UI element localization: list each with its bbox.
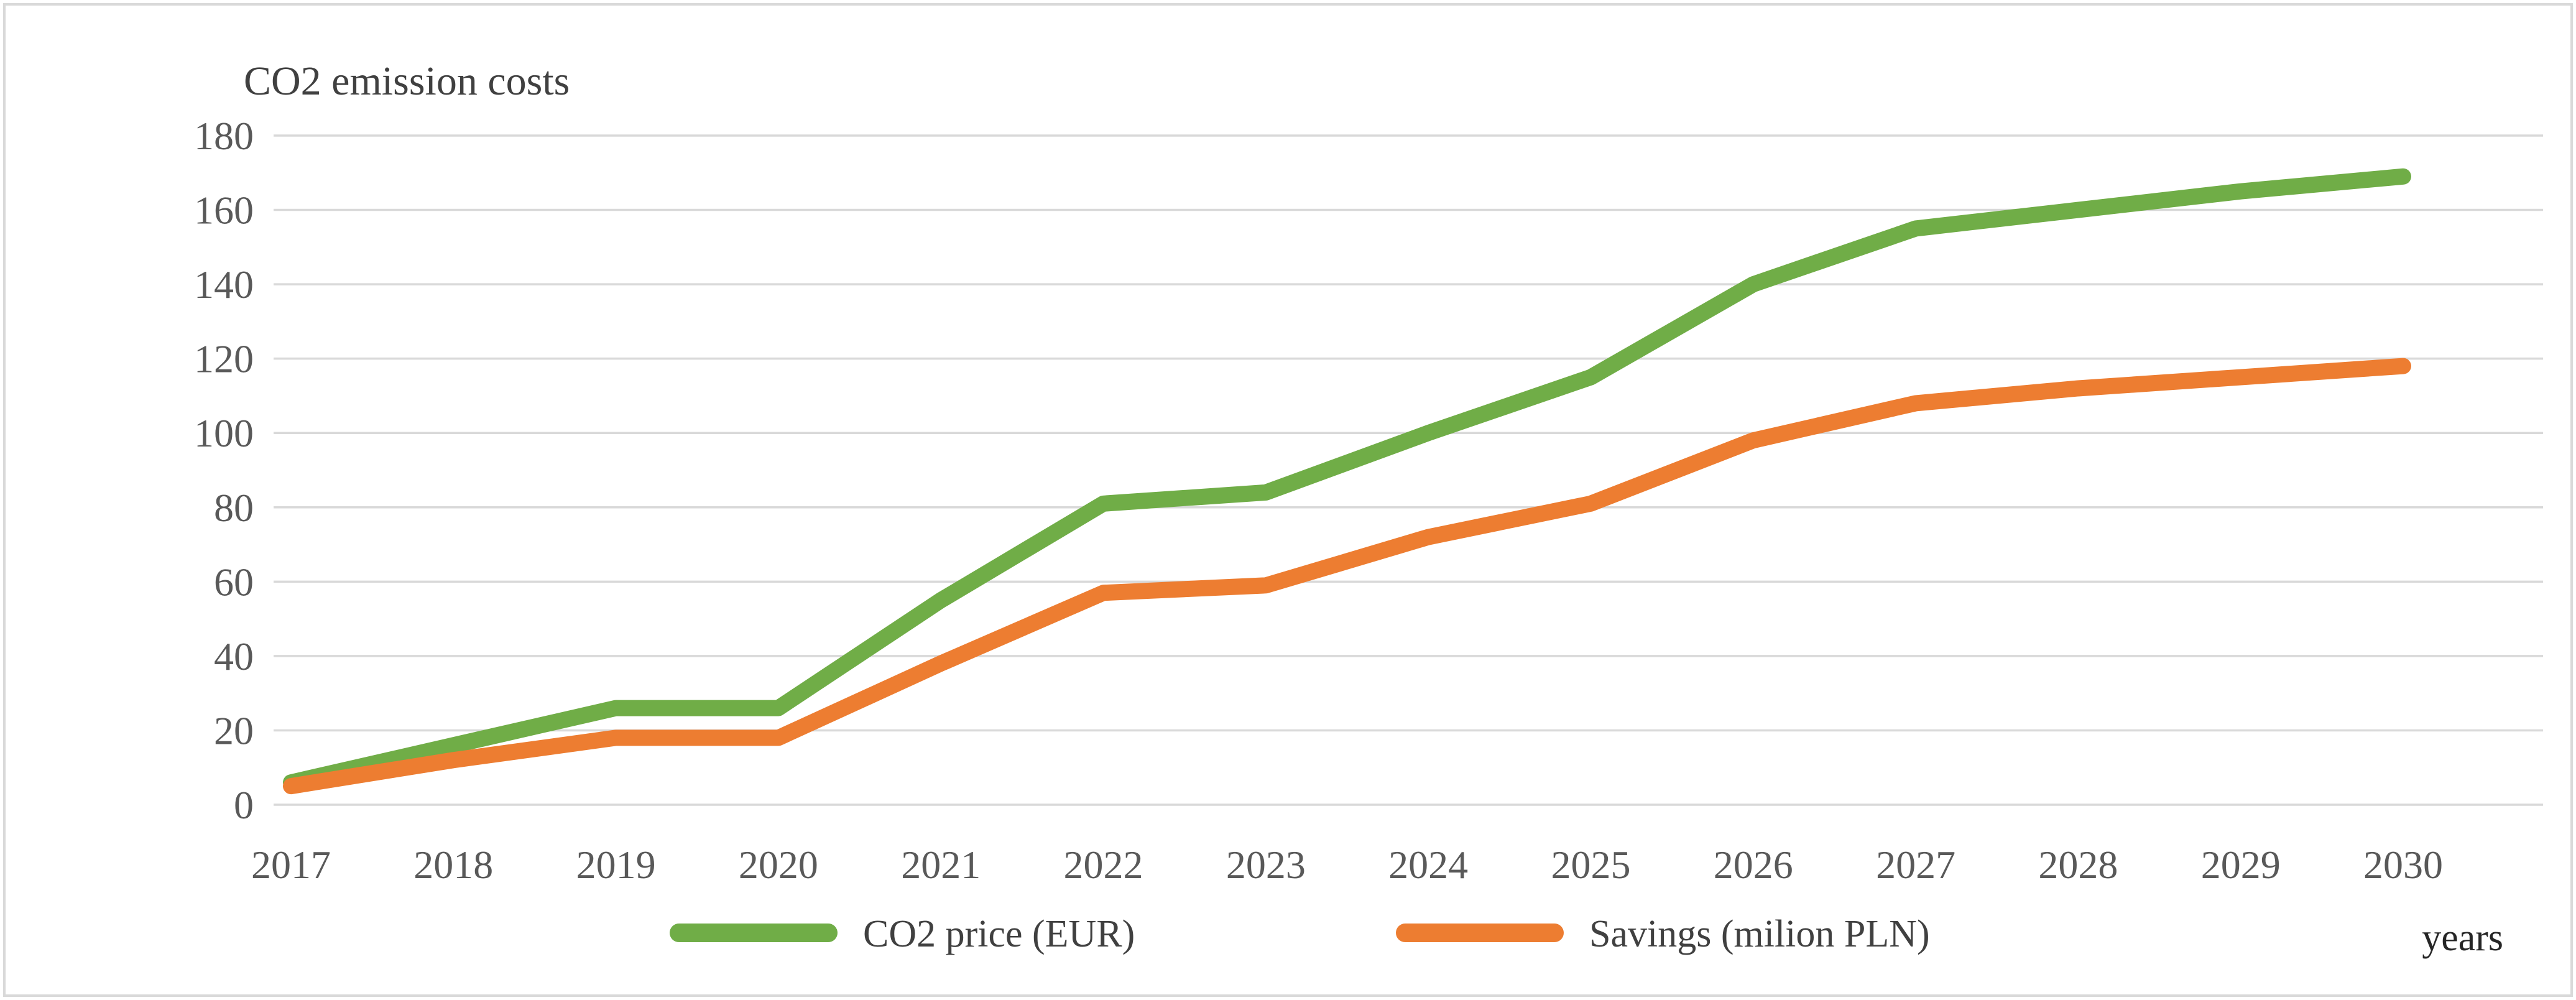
y-tick-label-180: 180 [194, 114, 254, 158]
y-axis-tick-labels: 0 20 40 60 80 100 120 140 160 180 [194, 114, 254, 827]
x-tick-label-2029: 2029 [2201, 843, 2281, 887]
legend: CO2 price (EUR) Savings (milion PLN) [670, 913, 1930, 955]
x-tick-label-2021: 2021 [901, 843, 981, 887]
y-tick-label-40: 40 [214, 634, 254, 678]
y-tick-label-80: 80 [214, 486, 254, 530]
y-tick-label-20: 20 [214, 708, 254, 752]
y-tick-label-0: 0 [234, 783, 254, 827]
y-tick-label-120: 120 [194, 337, 254, 381]
x-tick-label-2028: 2028 [2038, 843, 2118, 887]
legend-label-co2-price: CO2 price (EUR) [863, 913, 1135, 955]
y-tick-label-100: 100 [194, 411, 254, 455]
legend-label-savings: Savings (milion PLN) [1589, 913, 1930, 955]
figure-border [3, 3, 2573, 997]
chart-title: CO2 emission costs [244, 58, 570, 104]
x-tick-label-2023: 2023 [1226, 843, 1306, 887]
y-tick-label-160: 160 [194, 188, 254, 233]
x-tick-label-2020: 2020 [739, 843, 818, 887]
x-tick-label-2019: 2019 [576, 843, 656, 887]
y-tick-label-60: 60 [214, 560, 254, 604]
x-axis-unit-label: years [2422, 917, 2503, 959]
x-tick-label-2026: 2026 [1714, 843, 1793, 887]
x-axis-tick-labels: 2017 2018 2019 2020 2021 2022 2023 2024 2025 2026… [251, 843, 2443, 887]
x-tick-label-2018: 2018 [413, 843, 493, 887]
x-tick-label-2025: 2025 [1551, 843, 1630, 887]
x-tick-label-2022: 2022 [1064, 843, 1143, 887]
series-line-co2-price-eur- [283, 168, 2411, 791]
x-tick-label-2027: 2027 [1876, 843, 1955, 887]
series-line-savings-milion-pln- [283, 358, 2411, 795]
x-tick-label-2030: 2030 [2363, 843, 2443, 887]
y-tick-label-140: 140 [194, 262, 254, 307]
x-tick-label-2024: 2024 [1388, 843, 1468, 887]
series-lines [283, 168, 2411, 795]
x-tick-label-2017: 2017 [251, 843, 331, 887]
